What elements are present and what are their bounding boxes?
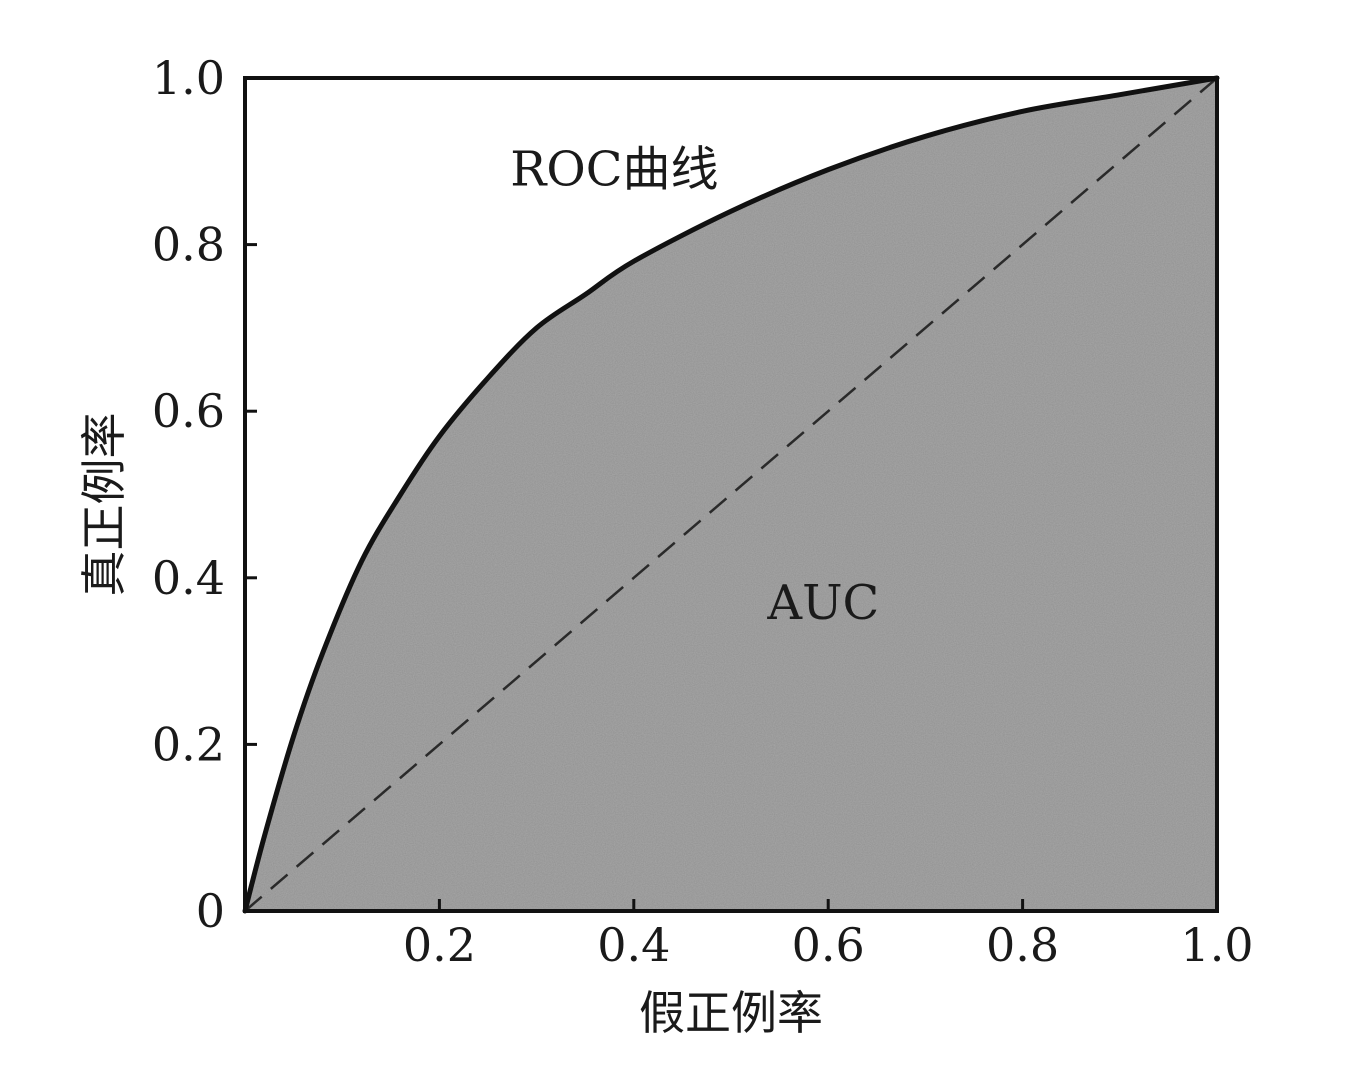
roc-curve-annotation: ROC曲线 xyxy=(510,142,718,198)
x-tick-label: 0.2 xyxy=(403,918,476,972)
roc-curve-line xyxy=(242,75,1220,914)
y-tick-label: 0 xyxy=(196,884,225,938)
y-tick-label: 0.2 xyxy=(152,717,225,771)
x-axis-title: 假正例率 xyxy=(639,986,823,1040)
x-tick-label: 0.4 xyxy=(597,918,670,972)
plot-frame xyxy=(243,76,1219,913)
y-tick-label: 0.8 xyxy=(152,218,225,272)
y-axis-title: 真正例率 xyxy=(77,413,131,597)
y-tick-label: 0.6 xyxy=(152,384,225,438)
y-tick-label: 1.0 xyxy=(152,51,225,105)
auc-annotation: AUC xyxy=(766,575,879,631)
random-guess-diagonal xyxy=(244,77,1218,912)
x-tick-label: 1.0 xyxy=(1180,918,1253,972)
x-tick-label: 0.6 xyxy=(792,918,865,972)
x-tick-label: 0.8 xyxy=(986,918,1059,972)
y-tick-label: 0.4 xyxy=(152,551,225,605)
